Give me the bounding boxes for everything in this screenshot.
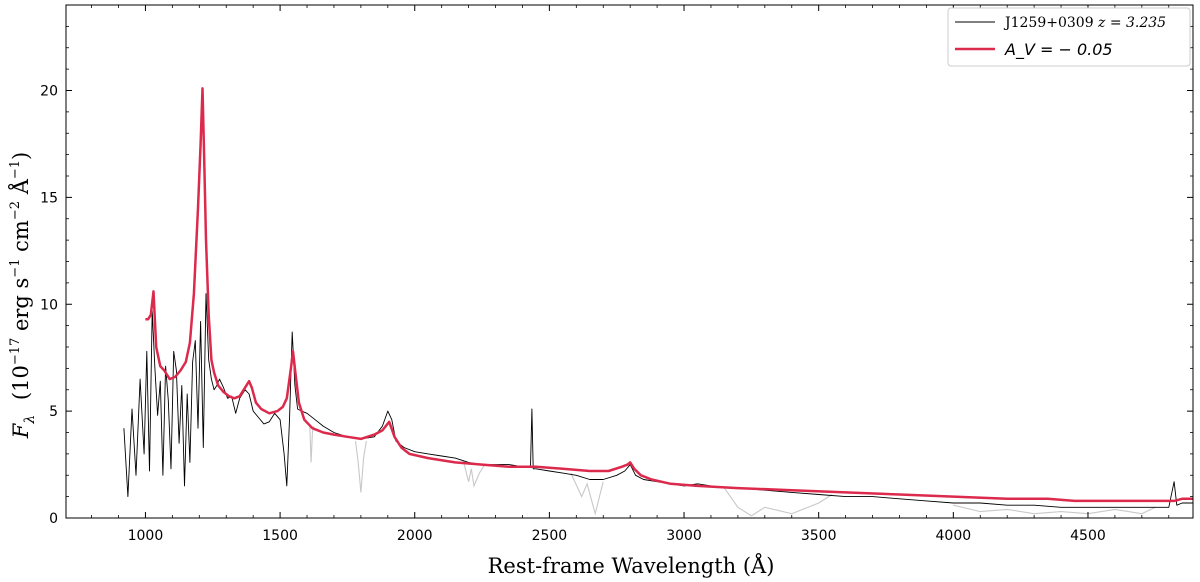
masked-segment-1 (354, 441, 367, 493)
masked-segment-4 (723, 487, 833, 517)
x-tick-label-4500: 4500 (1070, 528, 1106, 544)
x-tick-label-2000: 2000 (397, 528, 433, 544)
svg-text:Fλ (10−17 erg s−1 cm−2 Å: Fλ (10−17 erg s−1 cm−2 Å−1) (8, 152, 39, 439)
model-line (145, 87, 1193, 503)
legend: J1259+0309 z = 3.235 A_V = − 0.05 (947, 7, 1191, 67)
masked-segment-3 (570, 472, 604, 516)
spectrum-line (123, 293, 1193, 508)
y-tick-label-0: 0 (49, 511, 58, 527)
y-axis-title: Fλ (10−17 erg s−1 cm−2 Å−1) (8, 152, 39, 439)
y-tick-label-10: 10 (40, 297, 58, 313)
masked-segment-5 (953, 504, 1156, 515)
legend-label-model: A_V = − 0.05 (1004, 40, 1113, 60)
plot-frame (65, 4, 1194, 519)
y-tick-label-15: 15 (40, 190, 58, 206)
masked-segment-2 (462, 460, 486, 488)
x-axis-title: Rest-frame Wavelength (Å) (488, 553, 775, 578)
plot-area: 1000 1500 2000 2500 3000 3500 4000 4500 0 5 10 15 20 (40, 4, 1194, 544)
legend-box (947, 7, 1191, 67)
x-tick-label-1000: 1000 (128, 528, 164, 544)
series-group (123, 87, 1193, 517)
y-tick-label-5: 5 (49, 404, 58, 420)
legend-label-spectrum: J1259+0309 (1003, 15, 1094, 31)
y-tick-label-20: 20 (40, 84, 58, 100)
x-tick-label-4000: 4000 (936, 528, 972, 544)
legend-label-redshift: z = 3.235 (1097, 15, 1166, 31)
x-tick-label-3500: 3500 (801, 528, 837, 544)
x-tick-label-3000: 3000 (666, 528, 702, 544)
x-tick-label-1500: 1500 (262, 528, 298, 544)
x-tick-label-2500: 2500 (532, 528, 568, 544)
